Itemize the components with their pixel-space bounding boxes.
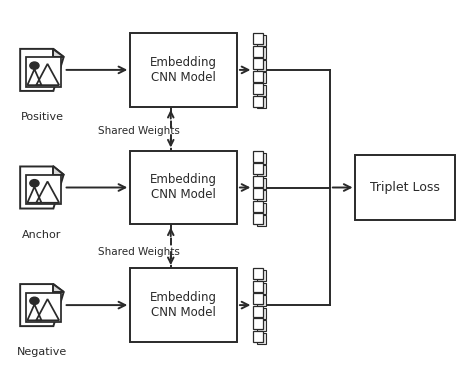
- Bar: [130, 33, 237, 106]
- Polygon shape: [20, 166, 64, 208]
- Bar: [256, 60, 266, 71]
- Bar: [256, 98, 266, 108]
- Bar: [253, 96, 263, 106]
- Bar: [256, 308, 266, 319]
- Text: Triplet Loss: Triplet Loss: [371, 181, 440, 194]
- Polygon shape: [54, 49, 64, 57]
- Bar: [26, 57, 61, 87]
- Text: Negative: Negative: [17, 347, 67, 357]
- Bar: [130, 268, 237, 342]
- Bar: [256, 153, 266, 164]
- Bar: [256, 202, 266, 214]
- Bar: [253, 163, 263, 174]
- Circle shape: [30, 62, 39, 69]
- Bar: [253, 306, 263, 317]
- Polygon shape: [20, 49, 64, 91]
- Bar: [253, 293, 263, 304]
- Bar: [253, 70, 263, 82]
- Bar: [256, 215, 266, 226]
- Polygon shape: [20, 284, 64, 326]
- Polygon shape: [54, 284, 64, 292]
- Bar: [253, 33, 263, 44]
- Text: Embedding
CNN Model: Embedding CNN Model: [150, 174, 217, 201]
- Circle shape: [30, 180, 39, 187]
- Bar: [253, 188, 263, 199]
- Bar: [253, 151, 263, 162]
- Bar: [256, 190, 266, 201]
- Bar: [256, 48, 266, 58]
- Bar: [256, 165, 266, 176]
- Text: Embedding
CNN Model: Embedding CNN Model: [150, 56, 217, 84]
- Bar: [256, 72, 266, 84]
- Bar: [256, 283, 266, 294]
- Bar: [356, 155, 456, 220]
- Bar: [253, 176, 263, 187]
- Bar: [256, 178, 266, 189]
- Bar: [26, 292, 61, 322]
- Bar: [256, 85, 266, 96]
- Bar: [256, 333, 266, 344]
- Polygon shape: [54, 166, 64, 175]
- Bar: [256, 295, 266, 306]
- Bar: [253, 58, 263, 69]
- Bar: [256, 270, 266, 281]
- Bar: [256, 35, 266, 46]
- Text: Anchor: Anchor: [22, 230, 62, 240]
- Bar: [253, 201, 263, 212]
- Bar: [130, 151, 237, 224]
- Bar: [26, 175, 61, 204]
- Text: Shared Weights: Shared Weights: [98, 247, 180, 257]
- Bar: [253, 331, 263, 342]
- Bar: [253, 268, 263, 279]
- Text: Shared Weights: Shared Weights: [98, 126, 180, 135]
- Bar: [253, 46, 263, 57]
- Bar: [253, 318, 263, 329]
- Text: Positive: Positive: [20, 112, 64, 122]
- Circle shape: [30, 297, 39, 304]
- Text: Embedding
CNN Model: Embedding CNN Model: [150, 291, 217, 319]
- Bar: [253, 281, 263, 292]
- Bar: [256, 320, 266, 331]
- Bar: [253, 213, 263, 224]
- Bar: [253, 83, 263, 94]
